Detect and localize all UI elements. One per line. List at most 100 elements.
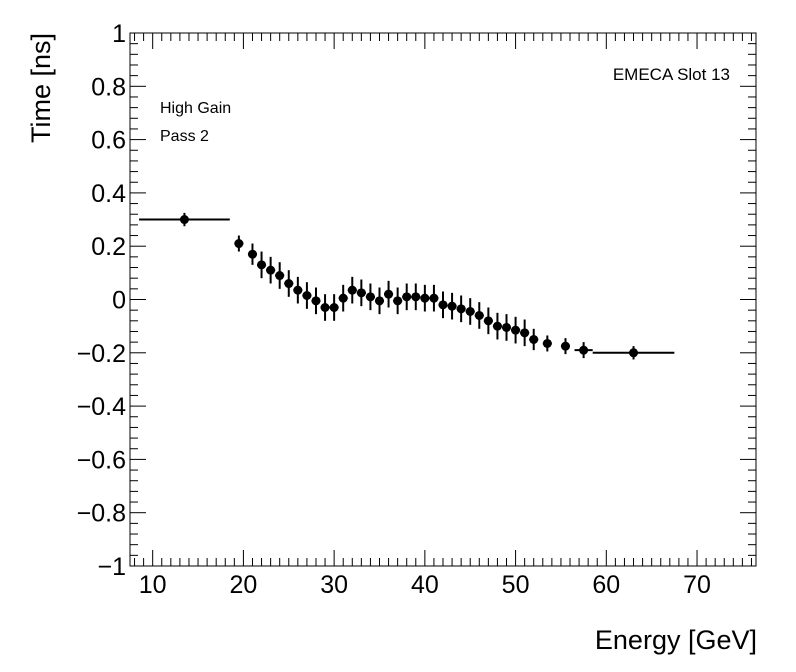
data-point [402,283,412,311]
y-tick-label: −1 [97,553,126,581]
x-tick-label: 40 [411,571,439,599]
data-point [438,291,448,319]
x-tick-label: 70 [683,571,711,599]
label-layer: Energy [GeV] Time [ns] EMECA Slot 13 Hig… [26,33,757,655]
data-point [511,316,521,344]
point-marker [338,293,348,303]
data-point [347,276,357,304]
data-point [266,256,276,284]
point-marker [520,328,530,338]
data-point [592,346,675,360]
point-marker [474,310,484,320]
point-marker [266,265,276,275]
point-marker [492,321,502,331]
data-point [560,338,571,355]
data-point [501,314,512,341]
tick-layer: 10 20 30 40 50 60 70 −1 −0.8 −0.6 −0.4 −0.2 0 0.2 0.4 0… [77,20,756,599]
point-marker [465,306,475,316]
data-point [420,284,430,312]
y-tick-label: 0.6 [91,127,126,155]
data-point [492,312,502,340]
x-tick-label: 60 [592,571,620,599]
slot-annotation: EMECA Slot 13 [613,65,730,84]
data-point [374,287,385,315]
data-point [483,307,493,335]
point-marker [579,345,589,355]
data-point [320,294,330,321]
point-marker [257,260,267,270]
data-point [275,262,285,289]
x-tick-label: 10 [139,571,167,599]
x-tick-label: 30 [320,571,348,599]
data-point [393,287,403,315]
point-marker [411,292,421,302]
data-point [284,270,294,297]
point-marker [293,285,303,295]
data-point [542,335,552,352]
point-marker [302,291,312,301]
point-marker [502,322,512,332]
x-tick-label: 20 [229,571,257,599]
data-point [447,292,457,320]
point-marker [179,215,189,225]
point-marker [329,302,339,312]
point-marker [420,293,430,303]
point-marker [275,271,285,281]
data-point [365,283,375,311]
data-point [429,284,439,312]
gain-annotation: High Gain [160,100,231,117]
point-marker [560,341,570,351]
point-marker [629,348,639,358]
point-marker [311,296,321,306]
y-tick-label: −0.4 [77,393,126,421]
data-point [465,298,475,325]
data-point [234,235,244,252]
point-marker [356,288,366,298]
data-point [139,212,230,227]
point-marker [529,334,539,344]
data-point [384,280,394,308]
y-tick-label: −0.2 [77,340,126,368]
data-point [574,342,593,359]
data-point [302,282,312,309]
data-point [356,279,366,307]
point-marker [511,325,521,335]
y-tick-label: 0.8 [91,73,126,101]
point-marker [320,302,330,312]
point-marker [438,300,448,310]
y-tick-label: 0 [112,287,126,315]
point-marker [429,293,439,303]
data-point [293,276,303,304]
data-point [311,287,321,315]
point-marker [365,292,375,302]
point-marker [456,304,466,314]
data-point [257,251,267,279]
point-marker [483,316,493,326]
point-marker [374,296,384,306]
data-point [411,283,421,311]
pass-annotation: Pass 2 [160,128,209,145]
y-tick-label: 0.2 [91,233,126,261]
y-tick-label: −0.8 [77,500,126,528]
point-marker [542,338,552,348]
x-axis-label: Energy [GeV] [595,625,757,655]
data-point [456,295,466,323]
data-point [520,319,530,347]
point-marker [284,279,294,289]
point-marker [402,292,412,302]
data-point [474,302,484,329]
y-tick-label: 1 [112,20,126,48]
x-tick-label: 50 [502,571,530,599]
point-marker [447,301,457,311]
point-marker [393,296,403,306]
y-axis-label: Time [ns] [26,33,56,143]
data-layer [139,212,675,360]
data-point [338,284,348,312]
point-marker [384,289,394,299]
y-tick-label: −0.6 [77,446,126,474]
point-marker [247,249,257,259]
point-marker [347,285,357,295]
data-point [529,328,539,351]
